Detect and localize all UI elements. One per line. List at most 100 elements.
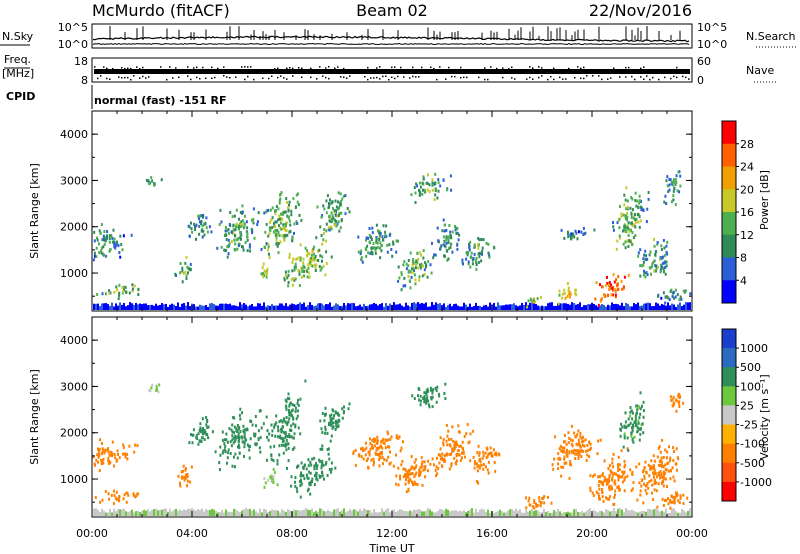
freq-dot — [676, 66, 678, 69]
power-cell — [653, 244, 656, 248]
power-cell — [289, 223, 292, 227]
vel-cell — [294, 484, 297, 488]
power-cell — [103, 230, 106, 233]
vel-ground-cell — [543, 508, 545, 516]
vel-cell — [332, 421, 334, 425]
vel-ground-cell — [231, 512, 233, 516]
vel-cell — [224, 450, 227, 454]
vel-ground-cell — [643, 510, 645, 516]
power-cell — [608, 284, 610, 288]
vel-cell — [399, 449, 402, 453]
vel-cell — [679, 494, 682, 498]
power-ground-cell — [643, 303, 645, 310]
power-cell — [205, 226, 208, 230]
power-ground-cell — [531, 302, 533, 310]
vel-ground-cell — [679, 512, 681, 516]
power-cell — [334, 199, 337, 203]
vel-cell — [395, 436, 398, 440]
power-ground-cell — [601, 304, 603, 310]
freq-dot — [496, 67, 498, 70]
vel-ground-cell — [593, 510, 595, 516]
vel-cell — [613, 472, 616, 475]
power-cell — [396, 239, 399, 243]
vel-cell — [553, 457, 556, 461]
vel-cell — [624, 411, 627, 415]
power-cell — [427, 260, 430, 264]
power-ground-cell — [543, 306, 545, 310]
vel-ground-cell — [461, 511, 463, 516]
vel-colorbar-tick-label: -500 — [740, 457, 765, 470]
vel-cell — [472, 429, 475, 433]
freq-dot — [508, 67, 510, 70]
vel-cell — [231, 430, 234, 434]
vel-cell — [651, 491, 653, 495]
vel-ground-cell — [493, 512, 495, 516]
power-cell — [234, 228, 237, 232]
vel-cell — [670, 469, 672, 472]
vel-ground-cell — [431, 511, 433, 516]
power-cell — [625, 207, 628, 211]
vel-cell — [412, 483, 414, 487]
freq-dot — [529, 66, 531, 68]
vel-cell — [137, 492, 140, 496]
freq-dot — [448, 66, 450, 69]
vel-cell — [372, 457, 375, 461]
vel-cell — [150, 386, 153, 390]
vel-cell — [401, 459, 404, 463]
power-cell — [292, 257, 295, 261]
vel-cell — [597, 475, 600, 478]
vel-cell — [439, 453, 442, 457]
vel-cell — [671, 397, 674, 401]
power-cell — [662, 291, 665, 295]
vel-cell — [293, 446, 296, 450]
vel-ground-cell — [645, 511, 647, 516]
vel-cell — [626, 436, 629, 440]
power-cell — [311, 258, 314, 262]
vel-cell — [451, 450, 454, 454]
vel-ground-cell — [421, 511, 423, 516]
power-cell — [653, 259, 656, 263]
power-cell — [626, 226, 629, 230]
vel-cell — [397, 483, 400, 487]
power-cell — [400, 273, 403, 277]
power-cell — [287, 215, 290, 219]
power-cell — [318, 265, 321, 268]
power-cell — [621, 229, 624, 233]
vel-cell — [557, 457, 560, 461]
power-cell — [540, 295, 542, 299]
vel-cell — [101, 447, 104, 451]
vel-ground-cell — [371, 512, 373, 516]
vel-cell — [134, 495, 137, 499]
vel-cell — [527, 499, 530, 503]
vel-cell — [233, 425, 236, 429]
power-cell — [239, 230, 242, 234]
power-cell — [663, 200, 666, 204]
vel-cell — [113, 493, 116, 497]
vel-cell — [234, 452, 237, 456]
power-cell — [122, 290, 125, 294]
vel-cell — [428, 403, 430, 407]
power-ground-cell — [349, 303, 351, 310]
power-cell — [272, 230, 275, 234]
vel-cell — [251, 423, 254, 427]
power-ground-cell — [253, 306, 255, 310]
nave-dot — [349, 75, 351, 77]
vel-cell — [450, 462, 453, 466]
vel-cell — [673, 501, 676, 505]
vel-cell — [586, 444, 589, 448]
vel-cell — [360, 447, 362, 451]
vel-cell — [299, 432, 302, 436]
vel-cell — [448, 467, 451, 471]
vel-cell — [410, 467, 413, 471]
vel-cell — [198, 429, 201, 432]
power-cell — [188, 234, 191, 238]
vel-cell — [327, 447, 330, 451]
power-ground-cell — [251, 303, 253, 310]
vel-cell — [424, 465, 427, 469]
power-ground-cell — [257, 303, 259, 310]
power-cell — [534, 300, 537, 304]
freq-dot — [439, 66, 441, 68]
vel-cell — [206, 418, 209, 422]
vel-cell — [626, 447, 629, 451]
power-cell — [331, 219, 334, 223]
